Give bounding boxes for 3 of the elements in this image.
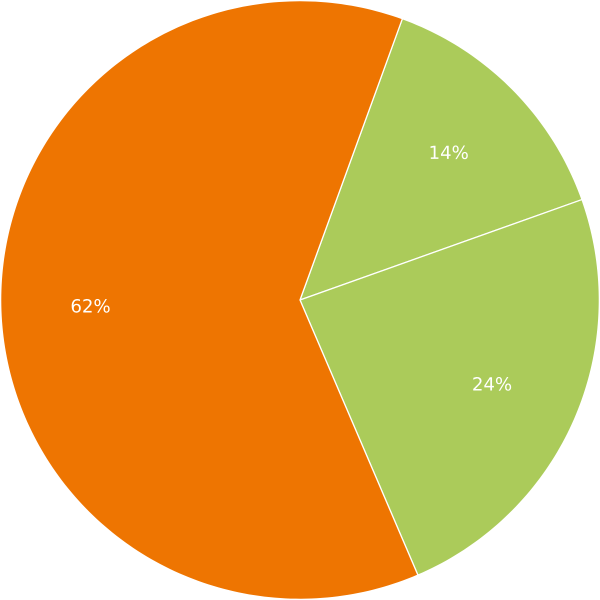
data-label: 62% (72, 298, 110, 313)
data-label: 24% (473, 377, 512, 391)
data-label: 14% (430, 145, 468, 160)
